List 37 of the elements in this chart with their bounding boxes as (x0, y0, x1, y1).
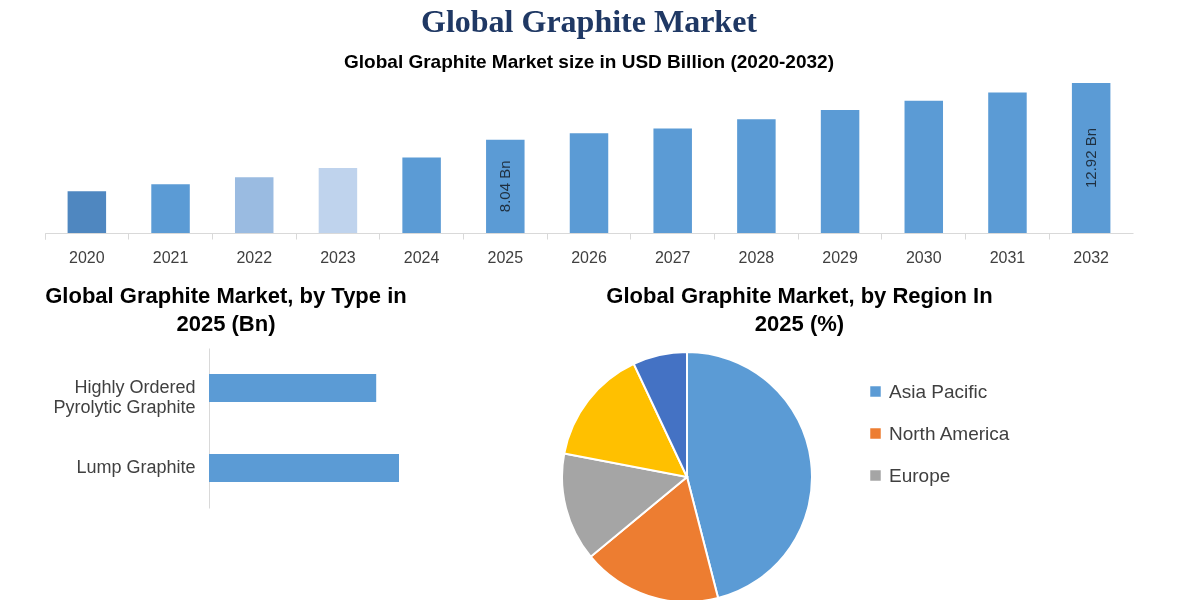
legend-label: Asia Pacific (889, 380, 988, 402)
x-tick-label: 2020 (69, 248, 105, 266)
y-tick-label: Lump Graphite (76, 457, 196, 477)
bar (653, 128, 692, 233)
bar (486, 139, 525, 233)
chart-subtitle: Global Graphite Market size in USD Billion (2020-2032) (344, 51, 834, 72)
bar (234, 177, 274, 233)
bar (988, 92, 1027, 233)
legend-label: Europe (889, 464, 951, 486)
chart-title: Global Graphite Market, by Type in 2025 (Bn) (45, 283, 407, 336)
x-tick-label: 2025 (487, 248, 524, 266)
chart-title: Global Graphite Market (421, 3, 758, 39)
bar (820, 109, 860, 233)
bar (737, 119, 776, 233)
chart-title: Global Graphite Market, by Region In 2025 (%) (606, 283, 993, 336)
data-label: 12.92 Bn (1082, 127, 1100, 189)
bar (1071, 83, 1111, 233)
x-tick-label: 2021 (152, 248, 189, 266)
bar (569, 133, 609, 233)
x-tick-label: 2024 (403, 248, 440, 266)
x-tick-label: 2032 (1073, 248, 1110, 266)
legend-label: North America (889, 422, 1010, 444)
x-tick-label: 2022 (236, 248, 273, 266)
x-tick-label: 2023 (320, 248, 356, 266)
y-tick-label: Highly Ordered Pyrolytic Graphite (53, 377, 196, 417)
x-tick-label: 2026 (571, 248, 607, 266)
bar (67, 191, 107, 233)
x-tick-label: 2031 (989, 248, 1026, 266)
bar (904, 100, 944, 233)
bar (318, 167, 358, 233)
bar (402, 157, 441, 233)
x-tick-label: 2029 (822, 248, 858, 266)
data-label: 8.04 Bn (496, 160, 514, 213)
x-tick-label: 2028 (738, 248, 775, 266)
x-tick-label: 2027 (654, 248, 691, 266)
bar (151, 184, 190, 233)
x-tick-label: 2030 (905, 248, 942, 266)
